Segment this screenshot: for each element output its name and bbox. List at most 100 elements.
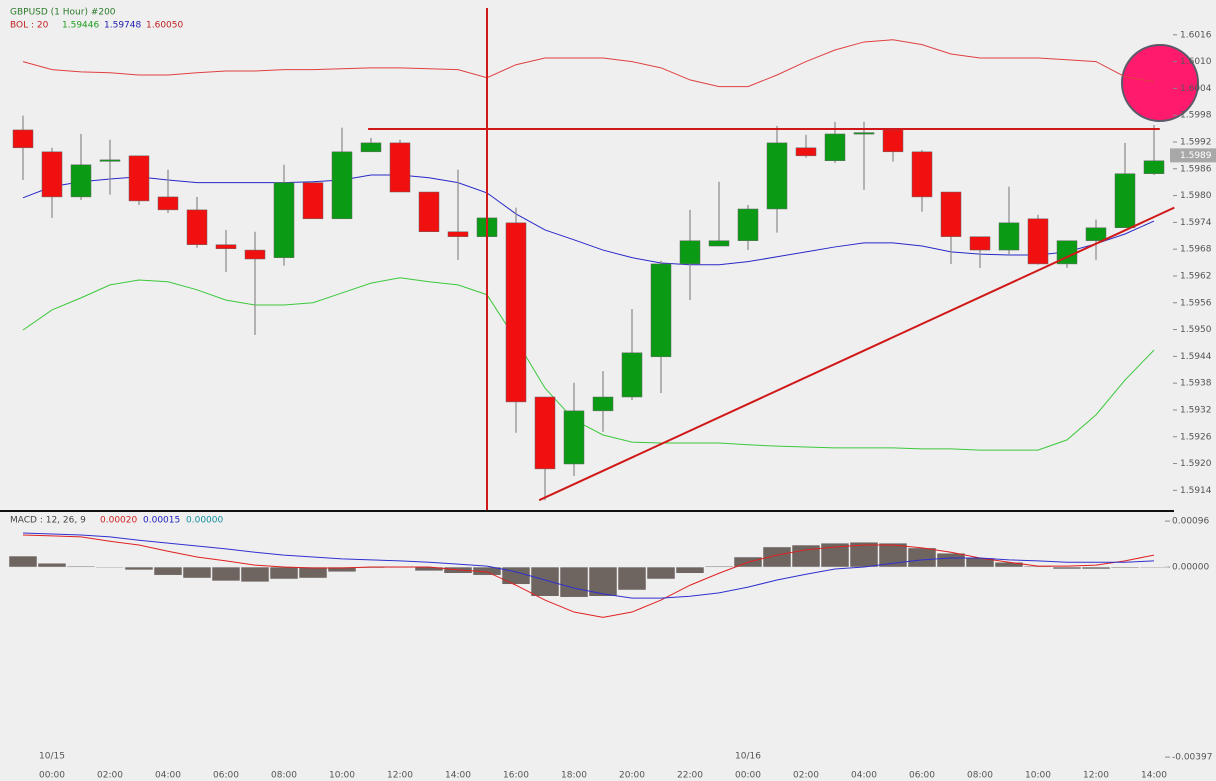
candle-body xyxy=(679,240,701,265)
macd-histogram-bar xyxy=(791,544,821,568)
x-tick-label: 00:00 xyxy=(735,771,761,781)
y-tick-label: 1.5932 xyxy=(1180,405,1212,415)
indicator-value: 1.60050 xyxy=(146,21,183,31)
y-tick-label: 1.5914 xyxy=(1180,486,1212,496)
x-tick-label: 04:00 xyxy=(851,771,877,781)
candle-body xyxy=(418,191,440,233)
macd-histogram-bar xyxy=(95,566,125,569)
macd-histogram-bar xyxy=(559,566,589,598)
macd-histogram-bar xyxy=(530,566,560,597)
y-tick-label: 1.5920 xyxy=(1180,459,1212,469)
y-tick-label: 0.00096 xyxy=(1172,517,1209,527)
candle-body xyxy=(969,236,991,251)
date-label: 10/16 xyxy=(735,752,761,762)
macd-histogram-bar xyxy=(936,552,966,568)
last-price-box xyxy=(1170,148,1216,163)
macd-histogram-bar xyxy=(878,542,908,568)
date-label: 10/15 xyxy=(39,752,65,762)
candle-body xyxy=(708,240,730,247)
candle-body xyxy=(766,142,788,210)
indicator-value: 0.00020 xyxy=(100,516,137,526)
indicator-label: BOL : 20 xyxy=(10,21,49,31)
macd-histogram-bar xyxy=(124,566,154,571)
macd-histogram-bar xyxy=(617,566,647,591)
band-line xyxy=(22,39,1155,88)
x-tick-label: 22:00 xyxy=(677,771,703,781)
x-tick-label: 06:00 xyxy=(213,771,239,781)
y-tick-label: 1.6010 xyxy=(1180,57,1212,67)
macd-histogram-bar xyxy=(1052,566,1082,570)
x-tick-label: 16:00 xyxy=(503,771,529,781)
candle-body xyxy=(882,129,904,153)
candle-body xyxy=(1114,173,1136,228)
y-tick-label: 1.5968 xyxy=(1180,245,1212,255)
y-tick-label: 1.6016 xyxy=(1180,30,1212,40)
candle-body xyxy=(157,196,179,211)
candle-body xyxy=(70,164,92,198)
y-tick-label: 1.5950 xyxy=(1180,325,1212,335)
macd-histogram-bar xyxy=(153,566,183,576)
x-tick-label: 10:00 xyxy=(329,771,355,781)
candle-body xyxy=(824,133,846,161)
indicator-value: 0.00015 xyxy=(143,516,180,526)
candle-body xyxy=(273,182,295,258)
macd-histogram-bar xyxy=(704,565,734,568)
x-tick-label: 02:00 xyxy=(97,771,123,781)
y-tick-label: 1.5962 xyxy=(1180,271,1212,281)
x-tick-label: 02:00 xyxy=(793,771,819,781)
candle-body xyxy=(215,244,237,249)
highlight-circle xyxy=(1121,44,1199,122)
x-tick-label: 14:00 xyxy=(1141,771,1167,781)
candle-body xyxy=(563,410,585,465)
x-tick-label: 04:00 xyxy=(155,771,181,781)
macd-histogram-bar xyxy=(588,566,618,597)
macd-histogram-bar xyxy=(907,547,937,568)
y-tick-label: 1.5980 xyxy=(1180,191,1212,201)
x-tick-label: 08:00 xyxy=(967,771,993,781)
macd-histogram-bar xyxy=(327,566,357,573)
indicator-value: 1.59446 xyxy=(62,21,99,31)
macd-histogram-bar xyxy=(298,566,328,579)
macd-histogram-bar xyxy=(182,566,212,579)
candle-body xyxy=(1085,227,1107,241)
y-tick-label: 1.5974 xyxy=(1180,218,1212,228)
y-tick-label: 1.5938 xyxy=(1180,379,1212,389)
y-tick-label: 1.5992 xyxy=(1180,137,1212,147)
y-tick-label: 1.6004 xyxy=(1180,84,1212,94)
candle-body xyxy=(186,209,208,245)
candle-body xyxy=(128,155,150,202)
candle-body xyxy=(592,396,614,412)
candle-body xyxy=(244,249,266,260)
macd-histogram-bar xyxy=(240,566,270,583)
macd-histogram-bar xyxy=(66,565,96,568)
macd-histogram-bar xyxy=(211,566,241,582)
x-tick-label: 12:00 xyxy=(387,771,413,781)
x-tick-label: 06:00 xyxy=(909,771,935,781)
x-tick-label: 12:00 xyxy=(1083,771,1109,781)
x-tick-label: 08:00 xyxy=(271,771,297,781)
candle-body xyxy=(331,151,353,220)
macd-histogram-bar xyxy=(1110,566,1140,569)
macd-histogram-bar xyxy=(8,555,38,568)
candle-body xyxy=(911,151,933,198)
x-tick-label: 10:00 xyxy=(1025,771,1051,781)
chart-title: GBPUSD (1 Hour) #200 xyxy=(10,8,116,18)
macd-histogram-bar xyxy=(762,546,792,568)
candle-body xyxy=(99,159,121,162)
candle-body xyxy=(360,142,382,153)
indicator-label: MACD : 12, 26, 9 xyxy=(10,516,86,526)
macd-histogram-bar xyxy=(849,541,879,568)
y-tick-label: -0.00397 xyxy=(1172,753,1212,763)
candle-body xyxy=(650,263,672,358)
candle-body xyxy=(853,132,875,135)
candle-body xyxy=(505,222,527,403)
drawn-line xyxy=(538,206,1175,502)
last-price-label: 1.5989 xyxy=(1180,151,1212,161)
candle-body xyxy=(1143,160,1165,174)
macd-histogram-bar xyxy=(675,566,705,574)
x-tick-label: 20:00 xyxy=(619,771,645,781)
band-line xyxy=(22,277,1155,451)
macd-line xyxy=(22,532,1155,599)
